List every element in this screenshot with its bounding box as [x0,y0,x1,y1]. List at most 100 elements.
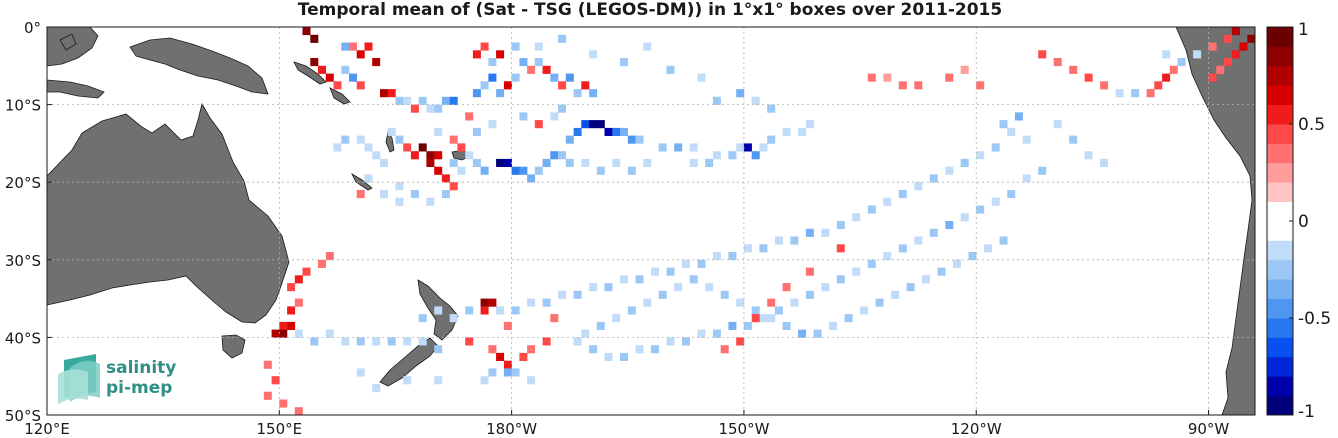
data-cell [263,391,272,400]
tasmania-landmass [221,334,246,359]
data-cell [1231,27,1240,36]
data-cell [480,298,489,307]
data-cell [697,259,706,268]
data-cell [976,81,985,90]
data-cell [441,96,450,105]
data-cell [302,267,311,276]
colorbar-segment [1267,182,1293,202]
data-cell [534,42,543,51]
data-cell [658,290,667,299]
data-cell [674,143,683,152]
data-cell [472,89,481,98]
data-cell [682,337,690,346]
data-cell [488,73,497,82]
data-cell [496,50,505,59]
data-cell [852,267,861,276]
data-cell [380,89,388,98]
island-fragment [47,79,105,99]
colorbar-ticks: 1 0.5 0 -0.5 -1 [1289,20,1331,422]
data-cell [310,58,319,67]
data-cell [558,81,567,90]
data-cell [410,104,419,113]
data-cell [325,252,334,261]
data-cell [805,267,814,276]
data-cell [836,244,845,253]
data-cell [449,158,458,167]
colorbar-segment [1267,376,1293,396]
data-cell [426,197,435,206]
data-cell [666,337,675,346]
data-cell [380,190,388,199]
data-cell [418,337,427,346]
data-cell [689,158,698,167]
data-cell [867,259,876,268]
data-cell [449,182,458,191]
data-cell [318,259,326,268]
colorbar [1266,26,1294,416]
data-cell [503,81,512,90]
data-cell [503,368,512,377]
data-cell [534,58,543,67]
data-cell [945,73,954,82]
data-cell [434,151,443,160]
data-cell [318,415,326,423]
data-cell [410,190,419,199]
data-cell [372,337,381,346]
logo-line2: pi-mep [106,378,172,398]
data-cell [341,42,350,51]
data-cell [898,81,907,90]
data-cell [480,376,489,385]
data-cell [627,166,636,175]
data-cell [774,306,783,315]
data-cell [736,337,745,346]
data-cell [643,298,652,307]
data-cell [689,275,698,284]
x-axis: 120°E 150°E 180°W 150°W 120°W 90°W [24,410,1229,438]
data-cell [728,321,737,330]
data-cell [488,58,497,67]
data-cell [1053,58,1062,67]
solomon-islands [293,61,327,85]
data-cell [589,120,598,129]
vanuatu [385,130,395,153]
data-cell [294,275,303,284]
data-cell [798,127,807,136]
data-cell [1154,81,1163,90]
data-cell [542,65,551,74]
data-cell [1069,65,1078,74]
data-cell [1115,89,1124,98]
data-cell [434,376,443,385]
data-cell [325,329,334,338]
data-cell [1239,42,1248,51]
data-cell [426,151,435,160]
data-cell [496,352,505,361]
data-cell [410,151,419,160]
data-cell [472,50,481,59]
colorbar-segment [1267,318,1293,338]
logo-line1: salinity [106,358,176,378]
data-cell [558,104,567,113]
data-cell [1022,174,1031,183]
data-cell [550,112,559,121]
data-cell [503,360,512,369]
data-cell [767,104,776,113]
data-cell [511,306,520,315]
data-cell [751,314,760,323]
data-cell [937,267,946,276]
data-cell [341,65,350,74]
data-cell [387,127,396,136]
data-cell [620,58,628,67]
data-cell [426,104,435,113]
data-cell [287,283,296,292]
data-cell [1231,50,1240,59]
data-cell [1038,50,1047,59]
data-cell [542,337,551,346]
data-cell [511,166,520,175]
data-cell [612,314,621,323]
colorbar-segment [1267,65,1293,86]
data-cell [620,352,628,361]
data-cell [984,244,992,253]
data-cell [697,73,706,82]
data-cell [945,221,954,230]
x-tick-label: 150°E [257,420,303,438]
